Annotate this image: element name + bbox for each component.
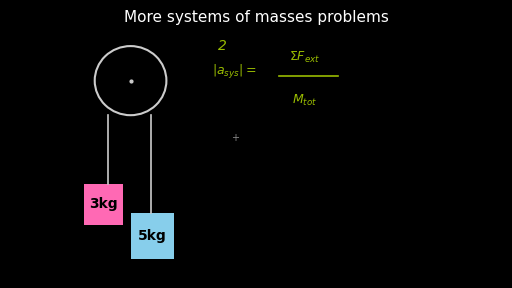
Text: $|a_{sys}|=$: $|a_{sys}|=$ — [212, 63, 257, 81]
Text: $M_{tot}$: $M_{tot}$ — [292, 93, 317, 108]
Text: More systems of masses problems: More systems of masses problems — [123, 10, 389, 25]
Bar — [131, 213, 174, 259]
Text: 5kg: 5kg — [138, 229, 167, 243]
Text: 2: 2 — [218, 39, 227, 53]
Text: 3kg: 3kg — [90, 198, 118, 211]
Text: +: + — [231, 133, 240, 143]
Bar — [84, 184, 123, 225]
Text: $\Sigma F_{ext}$: $\Sigma F_{ext}$ — [289, 50, 321, 65]
